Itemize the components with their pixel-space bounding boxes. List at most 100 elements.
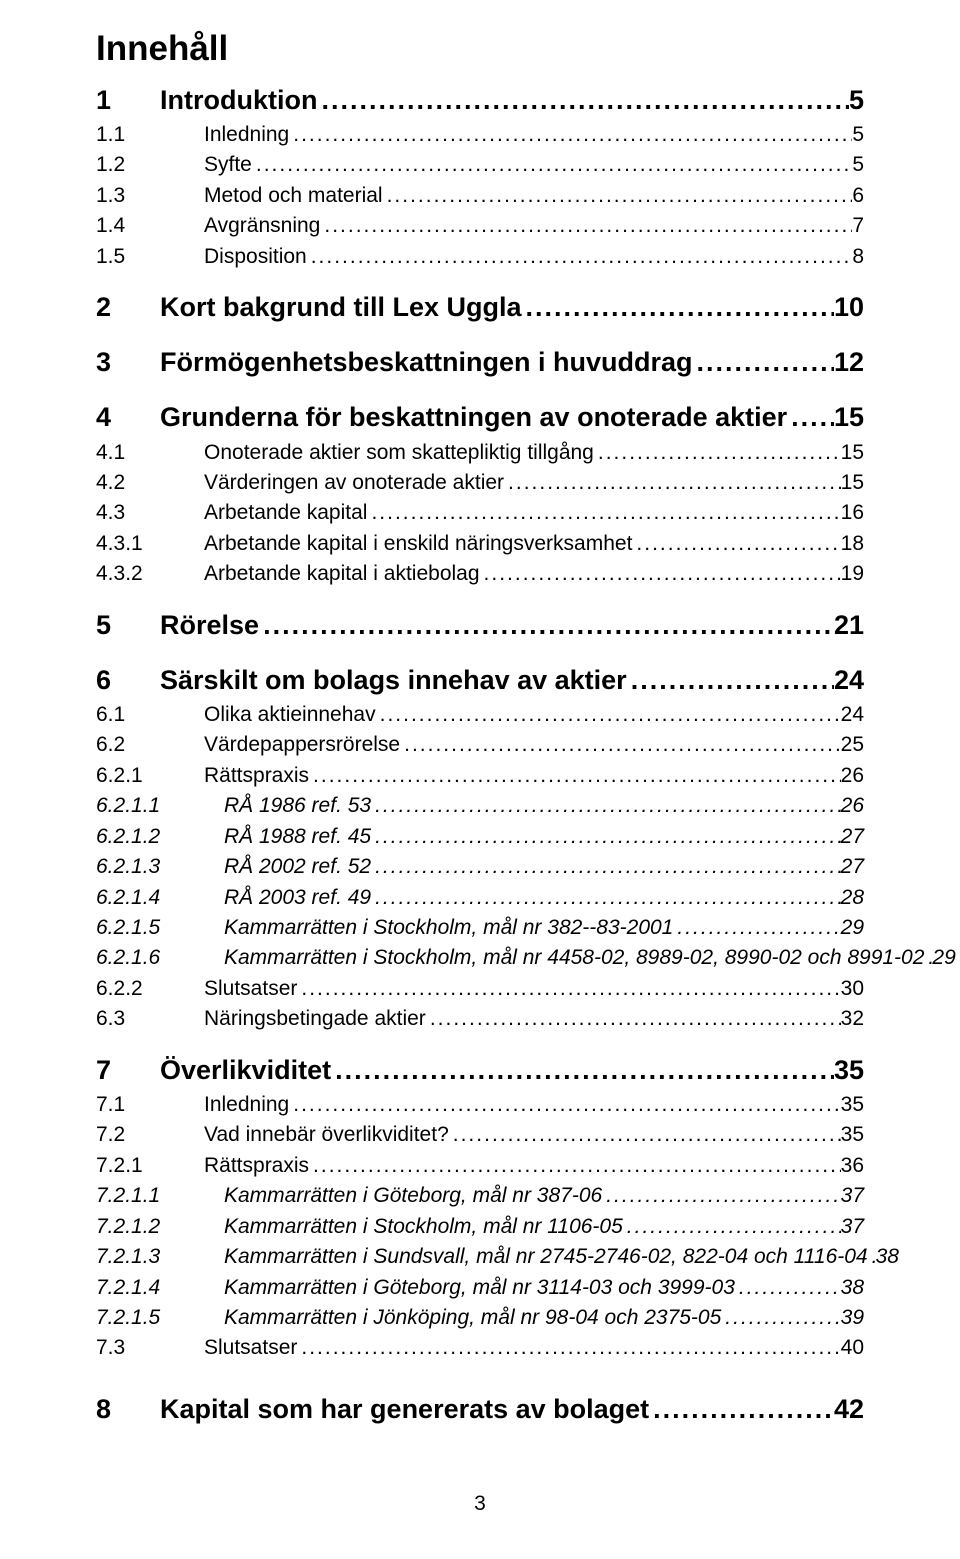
toc-entry: 1.2Syfte................................… <box>96 150 864 180</box>
toc-label: Metod och material <box>204 181 383 211</box>
toc-page: 8 <box>852 242 864 272</box>
toc-number: 4.3.1 <box>96 529 204 559</box>
toc-leader: ........................................… <box>376 700 841 730</box>
toc-page: 25 <box>841 730 864 760</box>
toc-leader: ........................................… <box>735 1273 841 1303</box>
toc-number: 8 <box>96 1390 160 1429</box>
toc-entry: 7.2.1Rättspraxis........................… <box>96 1151 864 1181</box>
toc-leader: ........................................… <box>289 120 852 150</box>
toc-title: Innehåll <box>96 24 864 75</box>
toc-page: 10 <box>834 288 864 327</box>
toc-number: 6 <box>96 661 160 700</box>
toc-label: Överlikviditet <box>160 1051 331 1090</box>
toc-leader: ........................................… <box>371 852 841 882</box>
toc-entry: 6.2.1.4RÅ 2003 ref. 49..................… <box>96 883 864 913</box>
toc-label: Inledning <box>204 1090 289 1120</box>
toc-number: 7.2.1 <box>96 1151 204 1181</box>
toc-leader: ........................................… <box>307 242 853 272</box>
toc-page: 27 <box>841 852 864 882</box>
toc-leader: ........................................… <box>627 661 834 700</box>
toc-page: 26 <box>841 761 864 791</box>
toc-leader: ........................................… <box>297 974 840 1004</box>
toc-page: 29 <box>932 943 955 973</box>
toc-leader: ........................................… <box>289 1090 840 1120</box>
toc-number: 6.3 <box>96 1004 204 1034</box>
toc-leader: ........................................… <box>594 438 841 468</box>
toc-number: 7.2.1.2 <box>96 1212 224 1242</box>
toc-number: 6.2.1.1 <box>96 791 224 821</box>
toc-entry: 7Överlikviditet.........................… <box>96 1051 864 1090</box>
toc-page: 37 <box>841 1212 864 1242</box>
toc-leader: ........................................… <box>320 211 852 241</box>
toc-number: 1.4 <box>96 211 204 241</box>
toc-entry: 6.1Olika aktieinnehav...................… <box>96 700 864 730</box>
toc-leader: ........................................… <box>367 498 840 528</box>
toc-entry: 1.4Avgränsning..........................… <box>96 211 864 241</box>
toc-leader: ........................................… <box>371 791 841 821</box>
toc-number: 1.2 <box>96 150 204 180</box>
toc-label: Slutsatser <box>204 1333 297 1363</box>
toc-leader: ........................................… <box>297 1333 840 1363</box>
toc-number: 7 <box>96 1051 160 1090</box>
toc-label: Särskilt om bolags innehav av aktier <box>160 661 627 700</box>
toc-page: 24 <box>841 700 864 730</box>
toc-label: Rättspraxis <box>204 1151 309 1181</box>
toc-gap <box>96 327 864 343</box>
toc-label: RÅ 2002 ref. 52 <box>224 852 371 882</box>
toc-entry: 6.2.1.2RÅ 1988 ref. 45..................… <box>96 822 864 852</box>
toc-number: 4 <box>96 398 160 437</box>
toc-gap <box>96 590 864 606</box>
toc-label: Slutsatser <box>204 974 297 1004</box>
toc-leader: ........................................… <box>632 529 840 559</box>
toc-page: 5 <box>852 150 864 180</box>
toc-page: 15 <box>841 468 864 498</box>
toc-number: 7.2.1.3 <box>96 1242 224 1272</box>
toc-leader: ........................................… <box>426 1004 841 1034</box>
toc-gap <box>96 382 864 398</box>
toc-entry: 1.3Metod och material...................… <box>96 181 864 211</box>
toc-leader: ........................................… <box>602 1181 840 1211</box>
toc-number: 4.1 <box>96 438 204 468</box>
toc-label: Kammarrätten i Stockholm, mål nr 4458-02… <box>224 943 924 973</box>
toc-page: 21 <box>834 606 864 645</box>
toc-number: 1.3 <box>96 181 204 211</box>
toc-leader: ........................................… <box>721 1303 840 1333</box>
toc-entry: 7.2.1.1Kammarrätten i Göteborg, mål nr 3… <box>96 1181 864 1211</box>
toc-entry: 4.2Värderingen av onoterade aktier......… <box>96 468 864 498</box>
toc-page: 26 <box>841 791 864 821</box>
toc-page: 42 <box>834 1390 864 1429</box>
table-of-contents: 1Introduktion...........................… <box>96 81 864 1429</box>
toc-page: 7 <box>852 211 864 241</box>
toc-page: 28 <box>841 883 864 913</box>
toc-label: Näringsbetingade aktier <box>204 1004 426 1034</box>
toc-page: 18 <box>841 529 864 559</box>
toc-label: Kort bakgrund till Lex Uggla <box>160 288 522 327</box>
toc-leader: ........................................… <box>649 1390 834 1429</box>
toc-page: 16 <box>841 498 864 528</box>
toc-number: 3 <box>96 343 160 382</box>
toc-entry: 6.2.1Rättspraxis........................… <box>96 761 864 791</box>
toc-leader: ........................................… <box>371 883 841 913</box>
toc-label: RÅ 1988 ref. 45 <box>224 822 371 852</box>
toc-page: 39 <box>841 1303 864 1333</box>
toc-page: 6 <box>852 181 864 211</box>
toc-label: Inledning <box>204 120 289 150</box>
toc-page: 35 <box>841 1090 864 1120</box>
toc-entry: 4.3Arbetande kapital....................… <box>96 498 864 528</box>
toc-number: 6.2.1.6 <box>96 943 224 973</box>
toc-label: Kammarrätten i Sundsvall, mål nr 2745-27… <box>224 1242 868 1272</box>
toc-page: 35 <box>834 1051 864 1090</box>
toc-gap <box>96 645 864 661</box>
toc-number: 7.2.1.1 <box>96 1181 224 1211</box>
toc-label: Disposition <box>204 242 307 272</box>
toc-entry: 7.2.1.2Kammarrätten i Stockholm, mål nr … <box>96 1212 864 1242</box>
toc-number: 6.2.1.4 <box>96 883 224 913</box>
toc-entry: 7.3Slutsatser...........................… <box>96 1333 864 1363</box>
toc-label: Värdepappersrörelse <box>204 730 400 760</box>
toc-leader: ........................................… <box>371 822 841 852</box>
toc-entry: 4.1Onoterade aktier som skattepliktig ti… <box>96 438 864 468</box>
toc-leader: ........................................… <box>259 606 834 645</box>
toc-page: 29 <box>841 913 864 943</box>
toc-page: 38 <box>841 1273 864 1303</box>
toc-entry: 4.3.1Arbetande kapital i enskild närings… <box>96 529 864 559</box>
